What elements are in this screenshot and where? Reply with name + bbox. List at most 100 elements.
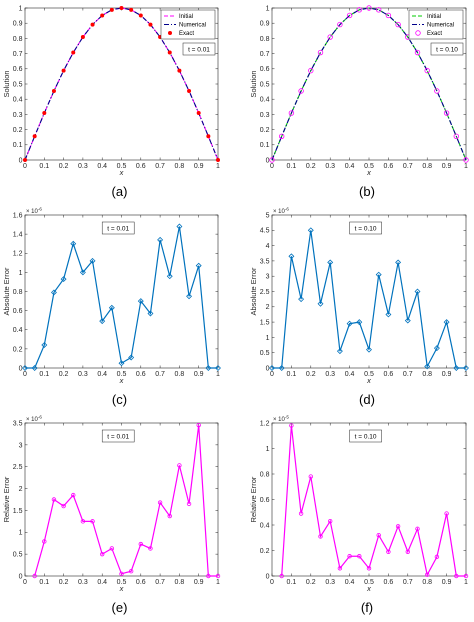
x-tick-label: 0.5 [117, 371, 127, 378]
data-point [71, 50, 76, 55]
x-tick-label: 0.1 [39, 579, 49, 586]
x-tick-label: 0.5 [364, 371, 374, 378]
y-tick-label: 2.5 [260, 289, 270, 296]
panel-caption: (b) [359, 184, 375, 199]
data-point [444, 511, 449, 516]
panel-c: 0 0.1 0.2 0.3 0.4 0.5 0.6 0.7 0.8 0.9 1 0 0.2 0.4 0.6 0… [2, 207, 221, 407]
data-point [395, 21, 401, 28]
data-point [317, 49, 324, 56]
y-tick-label: 1.2 [13, 251, 23, 258]
data-point [327, 259, 334, 266]
y-axis-label: Absolute Error [249, 267, 258, 315]
panel-b: 0 0.1 0.2 0.3 0.4 0.5 0.6 0.7 0.8 0.9 1 0 0.1 0.2 0.3 0… [249, 5, 469, 199]
y-tick-label: 0.5 [260, 350, 270, 357]
y-tick-label: 2 [19, 486, 23, 493]
x-tick-label: 0.4 [97, 579, 107, 586]
y-axis-label: Relative Error [249, 476, 258, 522]
y-tick-label: 2 [266, 304, 270, 311]
x-tick-label: 0.4 [345, 163, 355, 170]
x-tick-label: 0.2 [59, 163, 69, 170]
data-point [109, 7, 114, 12]
data-point [186, 501, 192, 507]
panel-f: 0 0.1 0.2 0.3 0.4 0.5 0.6 0.7 0.8 0.9 1 0 0.2 0.4 0.6 0… [249, 415, 469, 615]
x-tick-label: 0.8 [175, 371, 185, 378]
data-point [279, 573, 284, 579]
x-tick-label: 0.9 [442, 371, 452, 378]
data-point [129, 7, 134, 12]
x-tick-label: 0.4 [97, 371, 107, 378]
panel-d: 0 0.1 0.2 0.3 0.4 0.5 0.6 0.7 0.8 0.9 1 0 0.5 1 1.5 2 2.… [249, 207, 469, 407]
data-point [386, 549, 391, 554]
data-point [405, 549, 410, 554]
data-point [215, 365, 221, 371]
data-point [346, 12, 353, 19]
panel-caption: (d) [359, 392, 375, 407]
x-axis-label: x [366, 584, 371, 593]
legend: Initial Numerical Exact [160, 9, 216, 40]
x-tick-label: 0.7 [155, 579, 165, 586]
data-point [138, 541, 143, 547]
data-point [99, 318, 106, 325]
x-tick-label: 1 [464, 579, 468, 586]
x-tick-label: 1 [216, 579, 220, 586]
legend-box [408, 9, 464, 40]
y-tick-label: 0 [19, 573, 23, 580]
y-tick-label: 0.4 [13, 327, 23, 334]
data-point [346, 320, 353, 327]
x-tick-label: 0.5 [364, 579, 374, 586]
data-point [298, 88, 304, 94]
data-point [443, 110, 450, 116]
data-point [376, 7, 382, 13]
data-point [463, 157, 469, 163]
x-axis-label: x [119, 376, 124, 385]
axes-frame [271, 422, 467, 577]
y-tick-label: 0.6 [13, 66, 23, 73]
x-tick-label: 0.2 [306, 371, 316, 378]
data-point [366, 5, 372, 11]
x-tick-label: 0.1 [39, 371, 49, 378]
data-point [70, 240, 77, 247]
x-tick-label: 0.1 [287, 371, 297, 378]
x-tick-label: 0 [270, 579, 274, 586]
data-point [298, 511, 304, 516]
data-point [60, 276, 67, 283]
data-point [31, 365, 38, 371]
x-tick-label: 0.9 [194, 163, 204, 170]
x-axis-label: x [119, 584, 124, 593]
data-point [90, 519, 95, 524]
legend-label: Numerical [427, 23, 454, 29]
x-tick-label: 0.8 [175, 579, 185, 586]
data-point [51, 88, 56, 93]
data-point [118, 360, 125, 367]
x-tick-label: 0.4 [345, 371, 355, 378]
y-tick-label: 0.4 [260, 97, 270, 104]
data-point [415, 526, 420, 532]
x-tick-label: 0.1 [287, 579, 297, 586]
legend-label: Numerical [179, 23, 206, 29]
x-tick-label: 0.2 [306, 163, 316, 170]
series-line [281, 425, 466, 577]
data-point [318, 534, 323, 539]
data-point [71, 492, 76, 498]
data-point [288, 253, 295, 260]
y-tick-label: 0.1 [13, 142, 23, 149]
y-tick-label: 0.8 [260, 471, 270, 478]
data-point [186, 293, 193, 300]
data-point [424, 363, 431, 370]
data-point [278, 365, 285, 371]
x-tick-label: 0.7 [403, 163, 413, 170]
x-tick-label: 0.9 [442, 579, 452, 586]
data-point [328, 518, 333, 524]
y-tick-label: 0.5 [13, 552, 23, 559]
y-axis-label: Relative Error [2, 476, 11, 522]
y-tick-label: 3.5 [260, 258, 270, 265]
data-point [206, 134, 211, 139]
legend-label: Exact [179, 31, 194, 37]
annotation-text: t = 0.10 [355, 225, 377, 232]
y-tick-label: 1 [19, 5, 23, 12]
y-tick-label: 1 [266, 446, 270, 453]
x-tick-label: 0.3 [78, 579, 88, 586]
data-point [32, 134, 37, 139]
data-point [100, 13, 105, 18]
